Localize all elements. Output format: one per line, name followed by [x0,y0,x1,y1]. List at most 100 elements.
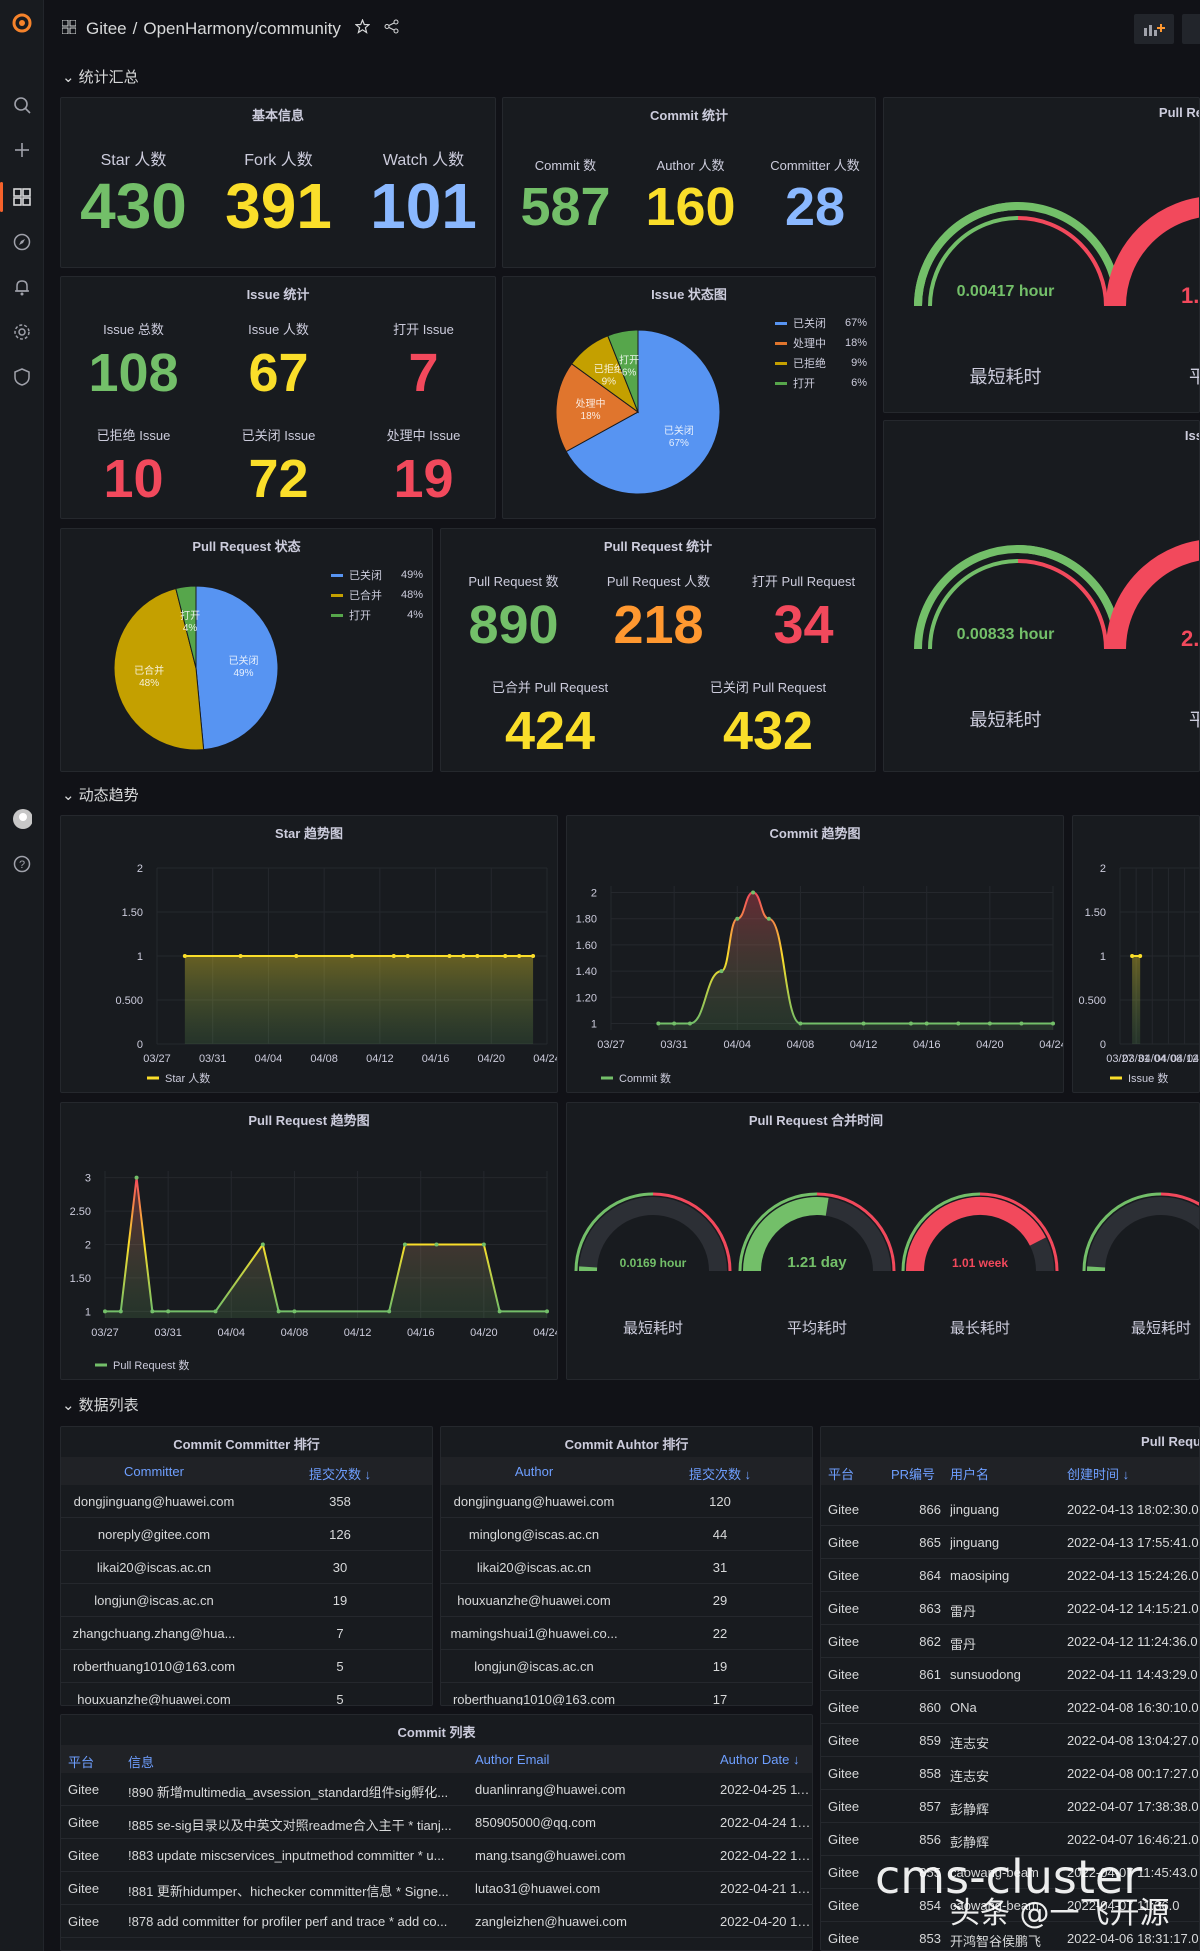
table-row[interactable]: Gitee !878 add committer for profiler per… [61,1905,812,1938]
data-point[interactable] [987,1021,992,1026]
data-point[interactable] [798,1021,803,1026]
data-point[interactable] [292,1309,297,1314]
legend-item[interactable]: 已拒绝 9% [775,353,867,373]
table-row[interactable]: mamingshuai1@huawei.co... 22 [441,1617,812,1650]
data-point[interactable] [751,890,756,895]
star-favorite-icon[interactable] [354,18,371,39]
table-row[interactable]: Gitee 855 caowang-beam 2022-04-07 11:45:43.… [821,1856,1199,1889]
legend-label[interactable]: Issue 数 [1128,1072,1168,1085]
settings-gear-icon[interactable] [12,322,32,342]
data-point[interactable] [481,1242,486,1247]
column-header-author-email[interactable]: Author Email [475,1752,550,1767]
plus-icon[interactable] [12,140,32,160]
dashboards-icon[interactable] [12,187,32,207]
add-panel-button[interactable] [1134,14,1174,44]
column-header-message[interactable]: 信息 [128,1755,155,1770]
data-point[interactable] [735,916,740,921]
user-avatar-icon[interactable] [12,809,32,829]
pie-slice-1[interactable] [555,363,639,453]
legend-label[interactable]: Commit 数 [619,1072,671,1085]
column-header-platform[interactable]: 平台 [828,1467,855,1482]
data-point[interactable] [103,1309,107,1314]
column-header-platform[interactable]: 平台 [68,1755,95,1770]
data-point[interactable] [956,1021,961,1026]
dashboard-title[interactable]: OpenHarmony/community [143,19,341,38]
pie-slice-2[interactable] [175,585,197,669]
data-point[interactable] [861,1021,866,1026]
data-point[interactable] [118,1309,123,1314]
help-icon[interactable]: ? [12,854,32,874]
data-point[interactable] [260,1242,265,1247]
table-row[interactable]: Gitee 854 caowang-beam 2022-04-07 11:36.0 [821,1889,1199,1922]
data-point[interactable] [1138,954,1143,958]
table-row[interactable]: Gitee !881 更新hidumper、hichecker committer… [61,1872,812,1905]
table-row[interactable]: Gitee !883 update miscservices_inputmetho… [61,1839,812,1872]
data-point[interactable] [166,1309,171,1314]
table-row[interactable]: dongjinguang@huawei.com 358 [61,1485,432,1518]
table-row[interactable]: Gitee 858 连志安 2022-04-08 00:17:27.0 [821,1757,1199,1790]
column-header-username[interactable]: 用户名 [950,1467,990,1482]
table-row[interactable]: Gitee 856 彭静辉 2022-04-07 16:46:21.0 [821,1823,1199,1856]
table-row[interactable]: Gitee 864 maosiping 2022-04-13 15:24:26.0 [821,1559,1199,1592]
alerting-bell-icon[interactable] [12,277,32,297]
table-row[interactable]: longjun@iscas.ac.cn 19 [441,1650,812,1683]
table-row[interactable]: likai20@iscas.ac.cn 30 [61,1551,432,1584]
data-point[interactable] [475,954,480,958]
column-header-author[interactable]: Author [514,1464,554,1479]
table-row[interactable]: Gitee 859 连志安 2022-04-08 13:04:27.0 [821,1724,1199,1757]
table-row[interactable]: Gitee 860 ONa 2022-04-08 16:30:10.0 [821,1691,1199,1724]
legend-item[interactable]: 打开 4% [331,605,423,625]
data-point[interactable] [182,954,187,958]
column-header-count[interactable]: 提交次数 ↓ [688,1467,752,1482]
data-point[interactable] [766,916,771,921]
data-point[interactable] [294,954,299,958]
data-point[interactable] [908,1021,913,1026]
table-row[interactable]: minglong@iscas.ac.cn 44 [441,1518,812,1551]
data-point[interactable] [545,1309,549,1314]
data-point[interactable] [150,1309,155,1314]
data-point[interactable] [517,954,522,958]
data-point[interactable] [350,954,354,958]
breadcrumb-folder[interactable]: Gitee [86,19,127,38]
data-point[interactable] [402,1242,407,1247]
data-point[interactable] [672,1021,677,1026]
table-row[interactable]: Gitee 862 雷丹 2022-04-12 11:24:36.0 [821,1625,1199,1658]
legend-item[interactable]: 已关闭 67% [775,313,867,333]
table-row[interactable]: noreply@gitee.com 126 [61,1518,432,1551]
search-icon[interactable] [12,95,32,115]
row-lists[interactable]: ⌄ 数据列表 [62,1394,139,1415]
column-header-pr-number[interactable]: PR编号 [891,1467,936,1482]
table-row[interactable]: longjun@iscas.ac.cn 19 [61,1584,432,1617]
data-point[interactable] [503,954,508,958]
table-row[interactable]: houxuanzhe@huawei.com 5 [61,1683,432,1706]
table-row[interactable]: roberthuang1010@163.com 5 [61,1650,432,1683]
data-point[interactable] [1130,954,1135,958]
series-line[interactable] [658,891,1053,1025]
table-row[interactable]: Gitee !890 新增multimedia_avsession_standar… [61,1773,812,1806]
pie-slice-3[interactable] [607,329,639,413]
data-point[interactable] [719,969,724,974]
legend-item[interactable]: 处理中 18% [775,333,867,353]
table-row[interactable]: Gitee !885 se-sig目录以及中英文对照readme合入主干 * ti… [61,1806,812,1839]
data-point[interactable] [531,954,536,958]
legend-label[interactable]: Pull Request 数 [113,1359,189,1372]
table-row[interactable]: roberthuang1010@163.com 17 [441,1683,812,1706]
shield-icon[interactable] [12,367,32,387]
legend-item[interactable]: 打开 6% [775,373,867,393]
pie-slice-0[interactable] [195,585,279,751]
row-trends[interactable]: ⌄ 动态趋势 [62,784,139,805]
data-point[interactable] [391,954,396,958]
table-row[interactable]: houxuanzhe@huawei.com 29 [441,1584,812,1617]
table-row[interactable]: likai20@iscas.ac.cn 31 [441,1551,812,1584]
legend-label[interactable]: Star 人数 [165,1072,210,1085]
data-point[interactable] [656,1021,661,1026]
column-header-committer[interactable]: Committer [124,1464,184,1479]
data-point[interactable] [213,1309,218,1314]
data-point[interactable] [461,954,466,958]
data-point[interactable] [405,954,410,958]
dashboards-grid-icon[interactable] [61,19,77,39]
explore-compass-icon[interactable] [12,232,32,252]
row-summary[interactable]: ⌄ 统计汇总 [62,66,139,87]
data-point[interactable] [447,954,452,958]
legend-item[interactable]: 已关闭 49% [331,565,423,585]
